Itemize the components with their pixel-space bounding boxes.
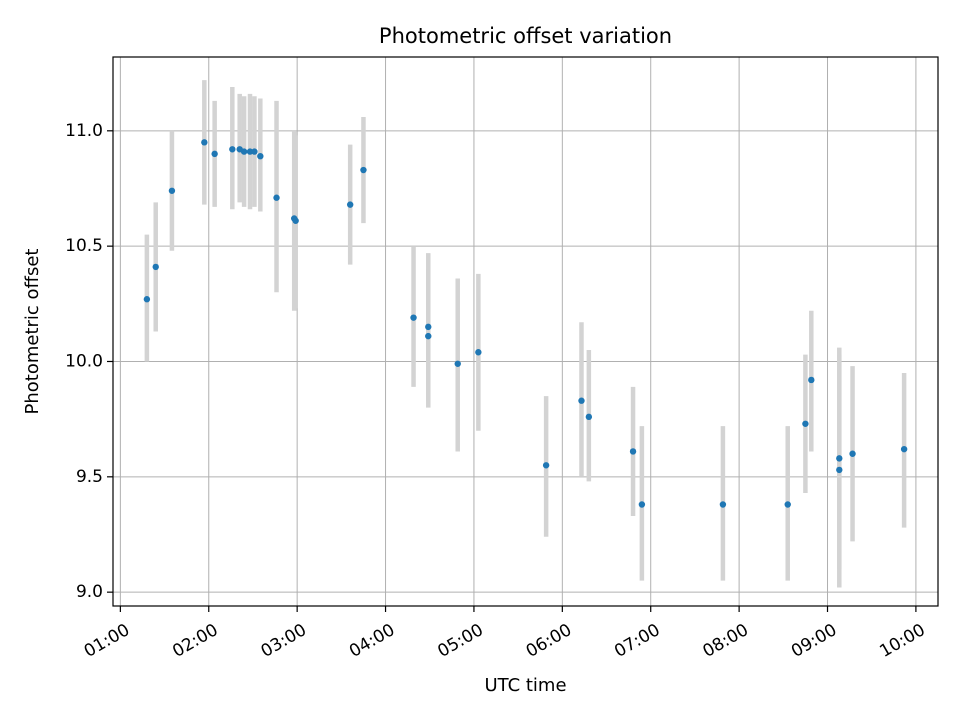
data-point xyxy=(229,146,236,153)
y-axis-label: Photometric offset xyxy=(22,249,43,415)
data-point xyxy=(346,201,354,208)
y-tick-label: 10.5 xyxy=(65,236,103,256)
y-tick-label: 11.0 xyxy=(65,121,103,141)
data-point xyxy=(849,450,856,457)
data-point xyxy=(273,194,280,201)
data-point xyxy=(211,150,218,158)
y-tick-label: 9.0 xyxy=(76,582,103,602)
data-point xyxy=(454,360,461,367)
data-point xyxy=(292,217,299,224)
plot-frame xyxy=(112,56,939,607)
data-point xyxy=(629,448,637,455)
data-point xyxy=(257,152,264,160)
data-point xyxy=(578,397,585,404)
data-point xyxy=(900,445,908,453)
data-point xyxy=(201,139,208,146)
data-point xyxy=(808,376,815,384)
data-point xyxy=(719,501,727,508)
data-point xyxy=(542,462,550,469)
data-point xyxy=(246,148,254,155)
data-point xyxy=(143,296,151,303)
chart-title: Photometric offset variation xyxy=(379,24,672,48)
data-point xyxy=(152,263,159,271)
x-axis-label: UTC time xyxy=(484,675,566,696)
data-point xyxy=(360,166,367,174)
data-point xyxy=(836,466,843,474)
data-point xyxy=(802,420,809,427)
data-point xyxy=(240,148,248,155)
y-tick-label: 10.0 xyxy=(65,351,103,371)
data-point xyxy=(168,187,176,194)
data-points xyxy=(143,139,908,508)
data-point xyxy=(251,148,258,155)
data-point xyxy=(638,501,646,508)
data-point xyxy=(784,501,791,508)
data-point xyxy=(410,314,417,321)
data-point xyxy=(475,349,482,356)
data-point xyxy=(585,413,593,421)
data-point xyxy=(425,323,432,331)
data-point xyxy=(836,455,843,462)
data-point xyxy=(425,332,432,340)
y-tick-label: 9.5 xyxy=(76,467,103,487)
